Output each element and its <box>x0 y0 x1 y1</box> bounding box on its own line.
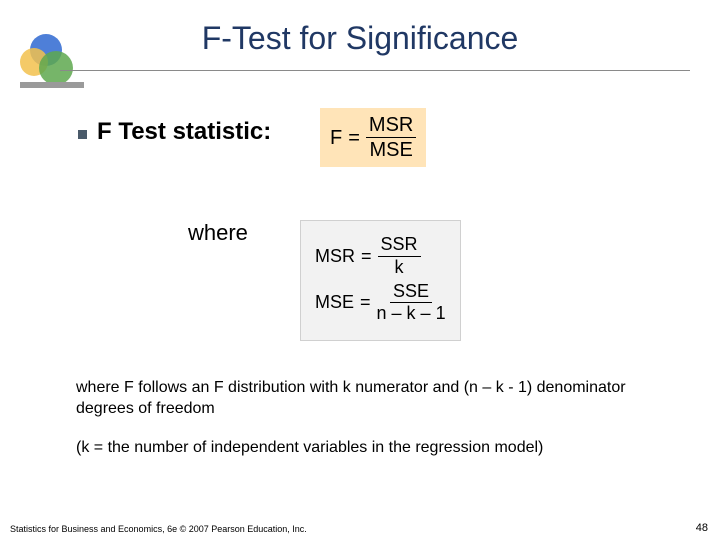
mse-den: n – k – 1 <box>377 303 446 324</box>
msr-eq: = <box>361 246 372 267</box>
mse-eq: = <box>360 292 371 313</box>
formula-main-denominator: MSE <box>369 138 412 161</box>
where-label: where <box>188 220 248 246</box>
msr-lhs: MSR <box>315 246 355 267</box>
title-underline <box>60 70 690 71</box>
formula-main-eq: = <box>348 128 360 148</box>
formula-sub-box: MSR = SSR k MSE = SSE n – k – 1 <box>300 220 461 341</box>
mse-lhs: MSE <box>315 292 354 313</box>
msr-den: k <box>395 257 404 278</box>
formula-msr-row: MSR = SSR k <box>315 235 446 278</box>
mse-num: SSE <box>390 282 432 304</box>
msr-fraction: SSR k <box>378 235 421 278</box>
formula-main-lhs: F <box>330 128 342 148</box>
msr-num: SSR <box>378 235 421 257</box>
bullet-line: F Test statistic: <box>78 118 271 146</box>
bullet-label: F Test statistic: <box>97 118 271 146</box>
footer-copyright: Statistics for Business and Economics, 6… <box>10 524 307 534</box>
bullet-icon <box>78 130 87 139</box>
page-title: F-Test for Significance <box>0 20 720 57</box>
formula-main-numerator: MSR <box>366 114 416 138</box>
mse-fraction: SSE n – k – 1 <box>377 282 446 325</box>
formula-mse-row: MSE = SSE n – k – 1 <box>315 282 446 325</box>
paragraph-k-definition: (k = the number of independent variables… <box>76 438 661 459</box>
formula-main-box: F = MSR MSE <box>320 108 426 167</box>
page-number: 48 <box>696 522 708 534</box>
formula-main-fraction: MSR MSE <box>366 114 416 161</box>
paragraph-distribution: where F follows an F distribution with k… <box>76 378 661 420</box>
